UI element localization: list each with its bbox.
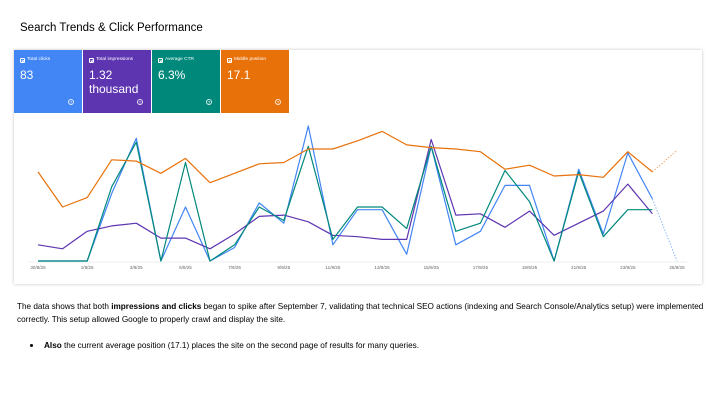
paragraph-text: The data shows that both — [17, 302, 112, 311]
x-tick-label: 21/9/25 — [571, 265, 587, 270]
metric-label: Average CTR — [165, 57, 194, 62]
help-icon[interactable]: ? — [275, 99, 281, 105]
metric-value: 83 — [20, 68, 34, 82]
x-tick-label: 1/9/25 — [81, 265, 94, 270]
body-paragraph: The data shows that both impressions and… — [17, 300, 707, 326]
x-tick-label: 30/8/25 — [30, 265, 46, 270]
series-projection-middle-position — [652, 149, 678, 173]
metric-label: Total clicks — [27, 57, 51, 62]
metric-card-average-ctr[interactable]: Average CTR 6.3% ? — [152, 50, 220, 113]
metric-card-total-clicks[interactable]: Total clicks 83 ? — [14, 50, 82, 113]
slide-title: Search Trends & Click Performance — [20, 22, 203, 34]
checkbox-icon[interactable] — [227, 57, 232, 63]
checkbox-icon[interactable] — [20, 57, 25, 63]
x-tick-label: 15/9/25 — [424, 265, 440, 270]
metric-card-header: Total clicks — [20, 57, 76, 63]
x-tick-label: 17/9/25 — [473, 265, 489, 270]
checkbox-icon[interactable] — [158, 57, 163, 63]
metric-value: 17.1 — [227, 68, 251, 82]
metric-card-header: Total impressions — [89, 57, 145, 63]
x-tick-label: 3/9/25 — [130, 265, 143, 270]
bullet-item: Also the current average position (17.1)… — [30, 340, 419, 351]
metric-value: 6.3% — [158, 68, 186, 82]
x-tick-label: 13/9/25 — [374, 265, 390, 270]
metric-card-total-impressions[interactable]: Total impressions 1.32 thousand ? — [83, 50, 151, 113]
checkbox-icon[interactable] — [89, 57, 94, 63]
help-icon[interactable]: ? — [206, 99, 212, 105]
help-icon[interactable]: ? — [137, 99, 143, 105]
x-tick-label: 9/9/25 — [277, 265, 290, 270]
x-tick-label: 7/9/25 — [228, 265, 241, 270]
bullet-dot — [30, 344, 33, 348]
performance-line-chart[interactable]: 30/8/25 1/9/25 3/9/25 5/9/25 7/9/25 9/9/25 11/… — [14, 50, 702, 284]
metric-card-middle-position[interactable]: Middle position 17.1 ? — [221, 50, 289, 113]
series-line-middle-position[interactable] — [37, 130, 653, 208]
x-tick-label: 11/9/25 — [325, 265, 340, 270]
series-line-total-clicks[interactable] — [38, 125, 653, 262]
bullet-bold: Also — [44, 341, 62, 350]
paragraph-bold: impressions and clicks — [111, 302, 202, 311]
x-tick-label: 25/9/25 — [669, 265, 685, 270]
metric-card-header: Average CTR — [158, 57, 214, 63]
x-tick-label: 23/9/25 — [620, 265, 636, 270]
metric-label: Total impressions — [96, 57, 134, 62]
metric-label: Middle position — [234, 57, 266, 62]
series-line-total-impressions[interactable] — [37, 138, 653, 250]
x-tick-label: 5/9/25 — [179, 265, 192, 270]
paragraph-text: began to spike after September 7, valida… — [17, 302, 704, 324]
metric-card-header: Middle position — [227, 57, 283, 63]
x-tick-label: 19/9/25 — [522, 265, 538, 270]
series-line-average-ctr[interactable] — [38, 141, 653, 262]
series-projection-total-clicks — [651, 198, 678, 262]
metric-value: 1.32 thousand — [89, 68, 139, 96]
bullet-text: the current average position (17.1) plac… — [61, 341, 420, 350]
help-icon[interactable]: ? — [68, 99, 74, 105]
search-console-panel: Total clicks 83 ? Total impressions 1.32… — [14, 50, 702, 284]
